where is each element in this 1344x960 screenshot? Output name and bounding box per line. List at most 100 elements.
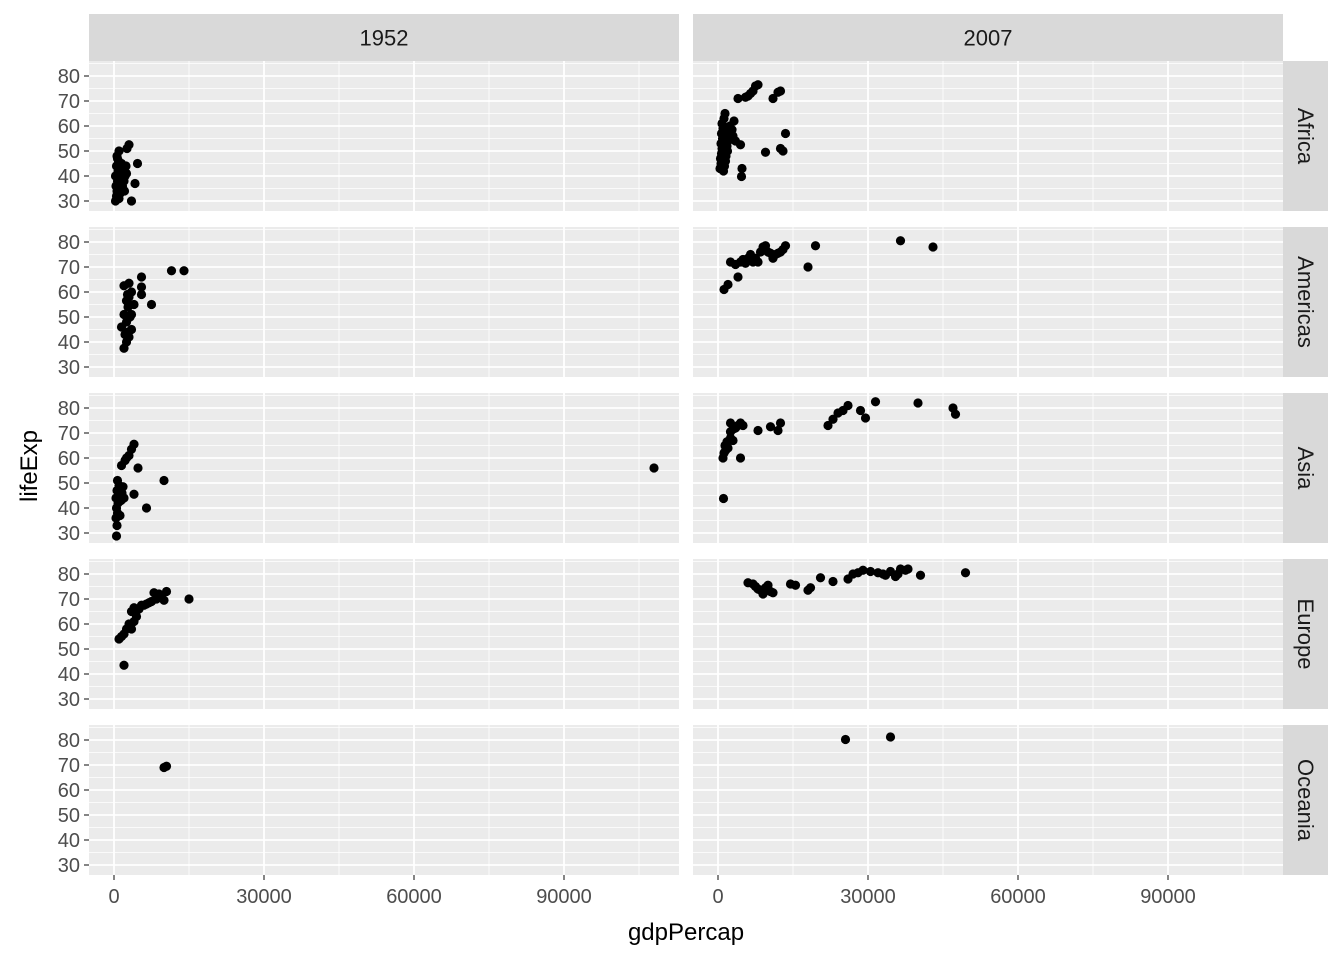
- y-tick-label: 30: [58, 191, 80, 213]
- data-point: [132, 158, 143, 169]
- data-point: [915, 570, 926, 580]
- y-tick-label: 70: [58, 755, 80, 777]
- panel-background: [693, 227, 1283, 377]
- panel-2007-oceania: [693, 725, 1283, 875]
- data-point: [805, 583, 816, 593]
- points-layer: [110, 80, 971, 773]
- data-point: [803, 262, 813, 272]
- points-2007-africa: [715, 80, 791, 182]
- data-point: [119, 493, 129, 503]
- strip-label-europe: Europe: [1293, 599, 1318, 670]
- data-point: [111, 531, 122, 541]
- y-tick-label: 50: [58, 639, 80, 661]
- panels-layer: [89, 61, 1283, 875]
- panel-2007-africa: [693, 61, 1283, 211]
- data-point: [115, 510, 125, 521]
- data-point: [112, 520, 122, 531]
- panel-1952-africa: [89, 61, 679, 211]
- data-point: [130, 178, 140, 189]
- strip-row-asia: [1283, 393, 1328, 543]
- panel-background: [89, 559, 679, 709]
- panel-background: [693, 61, 1283, 211]
- data-point: [114, 146, 124, 156]
- data-point: [729, 116, 739, 126]
- strip-row-oceania: [1283, 725, 1328, 875]
- x-tick-label: 0: [712, 886, 723, 908]
- y-tick-label: 30: [58, 855, 80, 877]
- strips-layer: 1952 2007 Africa Americas Asia Europe Oceania: [89, 14, 1328, 875]
- data-point: [736, 171, 747, 182]
- data-point: [780, 241, 791, 251]
- data-point: [960, 568, 971, 578]
- data-point: [823, 420, 833, 431]
- data-point: [790, 580, 801, 590]
- y-tick-label: 60: [58, 282, 80, 304]
- data-point: [903, 564, 913, 574]
- x-tick-label: 90000: [1140, 886, 1196, 908]
- x-tick-label: 60000: [386, 886, 442, 908]
- panel-1952-asia: [89, 393, 679, 543]
- strip-row-europe: [1283, 559, 1328, 709]
- data-point: [828, 576, 838, 587]
- data-point: [738, 420, 748, 431]
- data-point: [179, 266, 189, 276]
- points-2007-europe: [743, 564, 971, 599]
- strip-label-asia: Asia: [1293, 447, 1318, 491]
- y-tick-label: 70: [58, 589, 80, 611]
- y-tick-label: 40: [58, 166, 80, 188]
- data-point: [136, 282, 147, 292]
- data-point: [778, 146, 788, 156]
- y-tick-label: 80: [58, 232, 80, 254]
- data-point: [141, 503, 152, 513]
- data-point: [870, 397, 881, 407]
- data-point: [913, 398, 923, 408]
- data-point: [843, 400, 853, 411]
- strip-col-2007: [693, 14, 1283, 61]
- ticks-layer: 30 40 50 60 70 80 30 40 50 60 70 80 30 40 50 60 70 80 30 40…: [58, 66, 1196, 908]
- data-point: [129, 299, 139, 310]
- y-tick-label: 60: [58, 614, 80, 636]
- data-point: [161, 586, 172, 597]
- points-2007-oceania: [840, 732, 896, 745]
- data-point: [735, 140, 746, 150]
- x-tick-label: 30000: [840, 886, 896, 908]
- strip-label-africa: Africa: [1293, 108, 1318, 165]
- data-point: [753, 80, 763, 90]
- data-point: [159, 475, 169, 486]
- y-tick-label: 60: [58, 448, 80, 470]
- y-tick-label: 50: [58, 141, 80, 163]
- strip-label-americas: Americas: [1293, 256, 1318, 348]
- strip-label-1952: 1952: [360, 26, 409, 51]
- data-point: [124, 140, 134, 150]
- data-point: [159, 595, 169, 605]
- y-tick-label: 80: [58, 730, 80, 752]
- strip-label-2007: 2007: [964, 26, 1013, 51]
- data-point: [810, 241, 821, 251]
- panel-background: [693, 393, 1283, 543]
- data-point: [728, 435, 738, 446]
- y-tick-label: 70: [58, 423, 80, 445]
- data-point: [184, 594, 194, 604]
- data-point: [928, 242, 938, 252]
- data-point: [124, 278, 134, 288]
- data-point: [126, 309, 137, 320]
- data-point: [780, 128, 791, 139]
- data-point: [733, 93, 743, 104]
- data-point: [828, 414, 838, 424]
- panel-2007-asia: [693, 393, 1283, 543]
- y-tick-label: 80: [58, 564, 80, 586]
- data-point: [166, 266, 177, 276]
- data-point: [112, 475, 123, 486]
- data-point: [126, 324, 137, 335]
- y-tick-label: 30: [58, 523, 80, 545]
- data-point: [815, 573, 826, 583]
- data-point: [720, 108, 730, 119]
- x-tick-label: 0: [108, 886, 119, 908]
- strip-label-oceania: Oceania: [1293, 759, 1318, 842]
- y-tick-label: 60: [58, 116, 80, 138]
- data-point: [146, 299, 157, 310]
- y-tick-label: 30: [58, 689, 80, 711]
- data-point: [119, 309, 129, 320]
- data-point: [858, 565, 868, 575]
- data-point: [129, 489, 139, 499]
